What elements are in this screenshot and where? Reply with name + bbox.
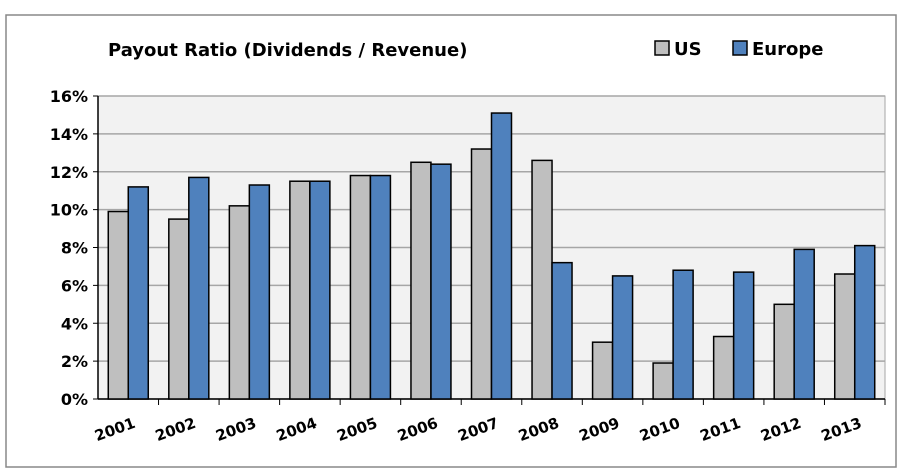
bar (369, 174, 392, 400)
bar (773, 303, 795, 400)
y-tick-label: 16% (50, 87, 88, 106)
y-tick-label: 14% (50, 125, 88, 144)
bar (732, 271, 755, 400)
y-tick-label: 8% (61, 239, 88, 258)
bar (107, 210, 130, 400)
legend-label: Europe (752, 39, 823, 60)
y-tick-label: 0% (61, 390, 88, 409)
bar (833, 273, 856, 400)
y-tick-label: 12% (50, 163, 88, 182)
legend-swatch (654, 40, 670, 56)
bar (289, 180, 311, 400)
y-tick-label: 10% (50, 201, 88, 220)
bar (611, 275, 634, 400)
bar (349, 174, 372, 400)
bar (127, 186, 150, 400)
bar (793, 248, 815, 400)
bar (309, 180, 331, 400)
y-tick-label: 4% (61, 314, 88, 333)
bar (248, 184, 271, 400)
legend-label: US (674, 39, 702, 60)
y-tick-label: 2% (61, 352, 88, 371)
chart-title: Payout Ratio (Dividends / Revenue) (108, 40, 467, 61)
bar (168, 218, 190, 400)
y-tick-label: 6% (61, 276, 88, 295)
bar (228, 205, 251, 400)
bar (853, 244, 876, 400)
bar (712, 335, 735, 400)
bar (591, 341, 614, 400)
legend-swatch (732, 40, 748, 56)
bar (490, 112, 513, 400)
bar (410, 161, 432, 400)
bar (531, 159, 553, 400)
bar (652, 362, 674, 400)
bar (672, 269, 694, 400)
bar (551, 261, 573, 400)
bar (470, 148, 493, 400)
bar (430, 163, 452, 400)
bar (188, 176, 210, 400)
